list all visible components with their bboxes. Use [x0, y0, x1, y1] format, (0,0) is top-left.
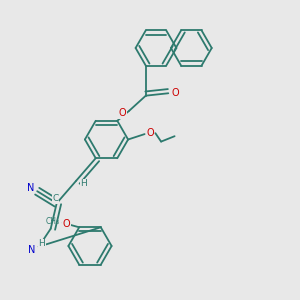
Text: O: O [172, 88, 180, 98]
Text: N: N [27, 183, 34, 193]
Text: N: N [28, 245, 36, 255]
Text: O: O [62, 219, 70, 229]
Text: H: H [80, 179, 87, 188]
Text: CH₃: CH₃ [46, 217, 60, 226]
Text: O: O [119, 108, 127, 118]
Text: O: O [146, 128, 154, 138]
Text: C: C [52, 194, 58, 203]
Text: H: H [38, 239, 45, 248]
